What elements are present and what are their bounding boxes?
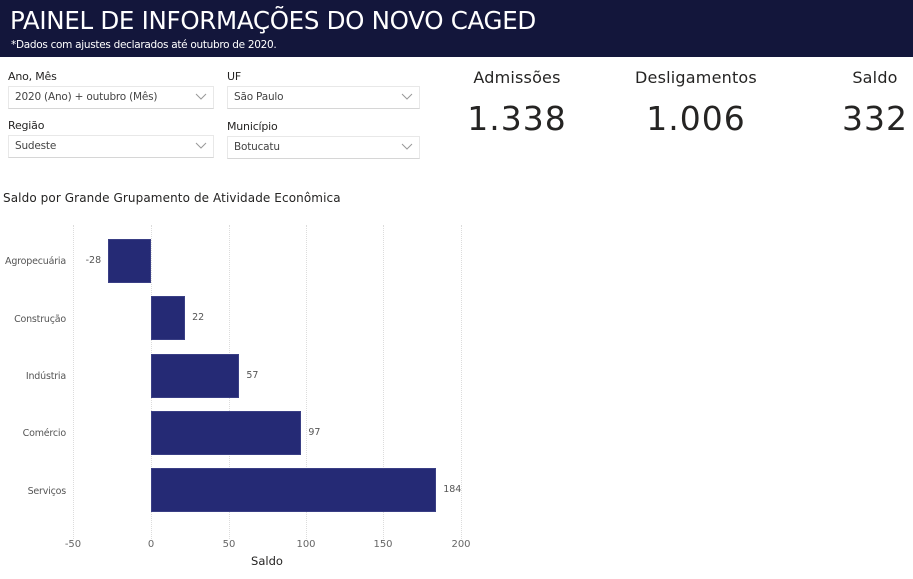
x-tick: 150 (373, 539, 393, 550)
kpi-saldo-label: Saldo (852, 68, 898, 87)
slicer-ano-mes: Ano, Mês 2020 (Ano) + outubro (Mês) (8, 68, 214, 109)
slicer-ano-mes-value: 2020 (Ano) + outubro (Mês) (15, 91, 158, 103)
slicer-regiao-value: Sudeste (15, 140, 57, 152)
category-label: Serviços (27, 486, 67, 497)
gridline (461, 225, 462, 539)
slicer-municipio-dropdown[interactable]: Botucatu (227, 136, 420, 159)
slicer-municipio-value: Botucatu (234, 141, 280, 153)
slicer-uf-label: UF (227, 70, 241, 83)
data-label: -28 (85, 255, 102, 266)
bar-comercio[interactable] (151, 411, 302, 455)
x-axis-title: Saldo (251, 554, 283, 568)
slicer-uf: UF São Paulo (227, 68, 420, 109)
chevron-down-icon (195, 142, 207, 149)
gridline (73, 225, 74, 539)
kpi-desligamentos-label: Desligamentos (635, 68, 757, 87)
x-tick: 50 (222, 539, 236, 550)
kpi-admissoes-value: 1.338 (467, 99, 567, 138)
data-label: 22 (192, 312, 205, 323)
saldo-bar-chart: Agropecuária -28 Construção 22 Indústria… (0, 215, 480, 579)
bar-agropecuaria[interactable] (107, 239, 151, 283)
chart-title: Saldo por Grande Grupamento de Atividade… (3, 191, 341, 205)
category-label: Construção (14, 314, 66, 325)
bar-servicos[interactable] (151, 468, 437, 512)
page-header: PAINEL DE INFORMAÇÕES DO NOVO CAGED *Dad… (0, 0, 913, 57)
slicer-ano-mes-label: Ano, Mês (8, 70, 57, 83)
kpi-desligamentos-value: 1.006 (646, 99, 746, 138)
bar-industria[interactable] (151, 354, 240, 398)
slicer-municipio-label: Município (227, 120, 278, 133)
slicer-uf-dropdown[interactable]: São Paulo (227, 86, 420, 109)
chevron-down-icon (401, 143, 413, 150)
slicer-regiao-dropdown[interactable]: Sudeste (8, 135, 214, 158)
chevron-down-icon (401, 93, 413, 100)
slicer-regiao: Região Sudeste (8, 117, 214, 158)
gridline (306, 225, 307, 539)
page-title: PAINEL DE INFORMAÇÕES DO NOVO CAGED (10, 6, 536, 35)
category-label: Comércio (22, 428, 67, 439)
x-tick: 200 (451, 539, 471, 550)
data-label: 57 (246, 370, 259, 381)
category-label: Agropecuária (5, 256, 66, 267)
page-subtitle: *Dados com ajustes declarados até outubr… (11, 39, 277, 51)
kpi-saldo: Saldo 332 (835, 68, 913, 138)
x-tick: 0 (147, 539, 155, 550)
slicer-municipio: Município Botucatu (227, 118, 420, 159)
data-label: 97 (308, 427, 321, 438)
slicer-ano-mes-dropdown[interactable]: 2020 (Ano) + outubro (Mês) (8, 86, 214, 109)
category-label: Indústria (25, 371, 66, 382)
slicer-regiao-label: Região (8, 119, 45, 132)
kpi-desligamentos: Desligamentos 1.006 (626, 68, 766, 138)
bar-construcao[interactable] (151, 296, 186, 340)
gridline (383, 225, 384, 539)
x-tick: -50 (64, 539, 82, 550)
kpi-admissoes-label: Admissões (473, 68, 561, 87)
data-label: 184 (443, 484, 462, 495)
slicer-uf-value: São Paulo (234, 91, 284, 103)
chevron-down-icon (195, 93, 207, 100)
kpi-admissoes: Admissões 1.338 (457, 68, 577, 138)
kpi-saldo-value: 332 (842, 99, 908, 138)
x-tick: 100 (296, 539, 316, 550)
